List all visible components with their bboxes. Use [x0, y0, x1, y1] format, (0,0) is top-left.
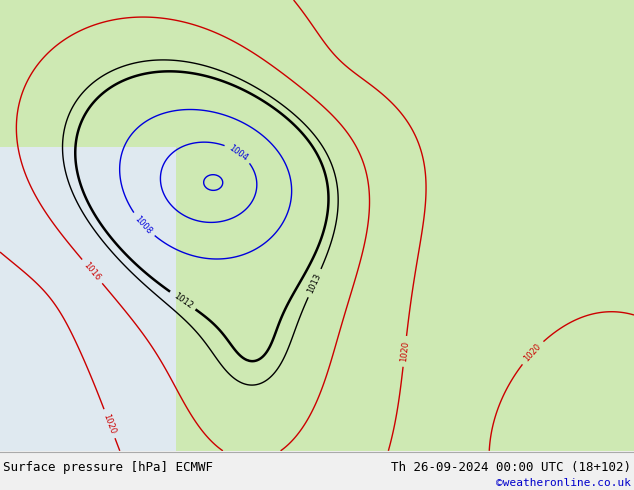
Text: 1020: 1020	[101, 412, 117, 435]
Text: 1016: 1016	[82, 261, 103, 282]
Text: ©weatheronline.co.uk: ©weatheronline.co.uk	[496, 478, 631, 488]
Text: Th 26-09-2024 00:00 UTC (18+102): Th 26-09-2024 00:00 UTC (18+102)	[391, 461, 631, 474]
Text: 1012: 1012	[172, 291, 194, 310]
Text: 1020: 1020	[399, 341, 410, 362]
Text: 1008: 1008	[133, 214, 154, 236]
Text: 1013: 1013	[306, 271, 323, 294]
Text: 1020: 1020	[522, 342, 543, 363]
Text: Surface pressure [hPa] ECMWF: Surface pressure [hPa] ECMWF	[3, 461, 213, 474]
Text: 1004: 1004	[227, 143, 250, 162]
